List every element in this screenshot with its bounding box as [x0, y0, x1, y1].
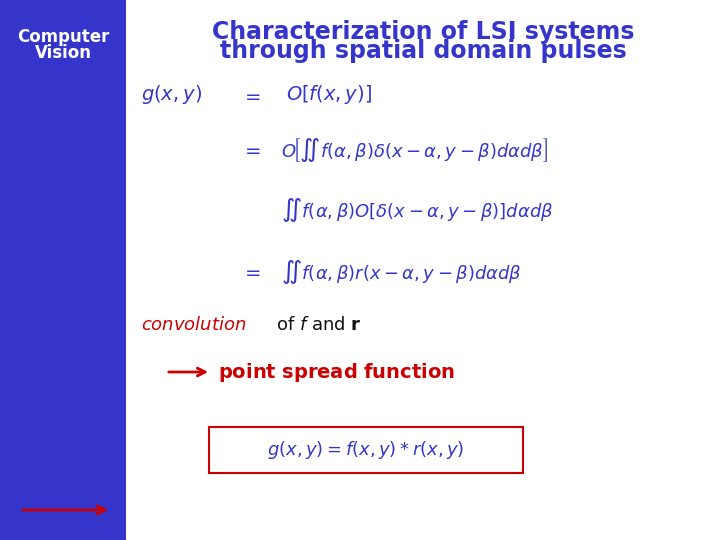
Text: Vision: Vision	[35, 44, 91, 62]
FancyBboxPatch shape	[209, 427, 523, 473]
Text: $=$: $=$	[241, 140, 261, 159]
Text: $\int\!\!\int f(\alpha,\beta)r(x-\alpha,y-\beta)d\alpha d\beta$: $\int\!\!\int f(\alpha,\beta)r(x-\alpha,…	[281, 258, 522, 286]
Text: $O[f(x,y)]$: $O[f(x,y)]$	[286, 84, 372, 106]
Text: Computer: Computer	[17, 28, 109, 46]
Text: of $f$ and $\mathbf{r}$: of $f$ and $\mathbf{r}$	[276, 316, 361, 334]
Text: $\mathit{convolution}$: $\mathit{convolution}$	[141, 316, 247, 334]
Text: through spatial domain pulses: through spatial domain pulses	[220, 39, 626, 63]
Text: $O\!\left[\int\!\!\int f(\alpha,\beta)\delta(x-\alpha,y-\beta)d\alpha d\beta\rig: $O\!\left[\int\!\!\int f(\alpha,\beta)\d…	[281, 136, 548, 164]
Text: $\int\!\!\int f(\alpha,\beta)O\left[\delta(x-\alpha,y-\beta)\right]d\alpha d\bet: $\int\!\!\int f(\alpha,\beta)O\left[\del…	[281, 196, 554, 224]
Text: Characterization of LSI systems: Characterization of LSI systems	[212, 20, 634, 44]
Text: $g(x,y)$: $g(x,y)$	[141, 84, 202, 106]
Bar	[0, 0, 126, 540]
Text: $=$: $=$	[241, 85, 261, 105]
Text: $=$: $=$	[241, 262, 261, 281]
Text: $\mathbf{point\ spread\ function}$: $\mathbf{point\ spread\ function}$	[218, 361, 455, 383]
Text: $g(x,y) = f(x,y)*r(x,y)$: $g(x,y) = f(x,y)*r(x,y)$	[267, 439, 464, 461]
